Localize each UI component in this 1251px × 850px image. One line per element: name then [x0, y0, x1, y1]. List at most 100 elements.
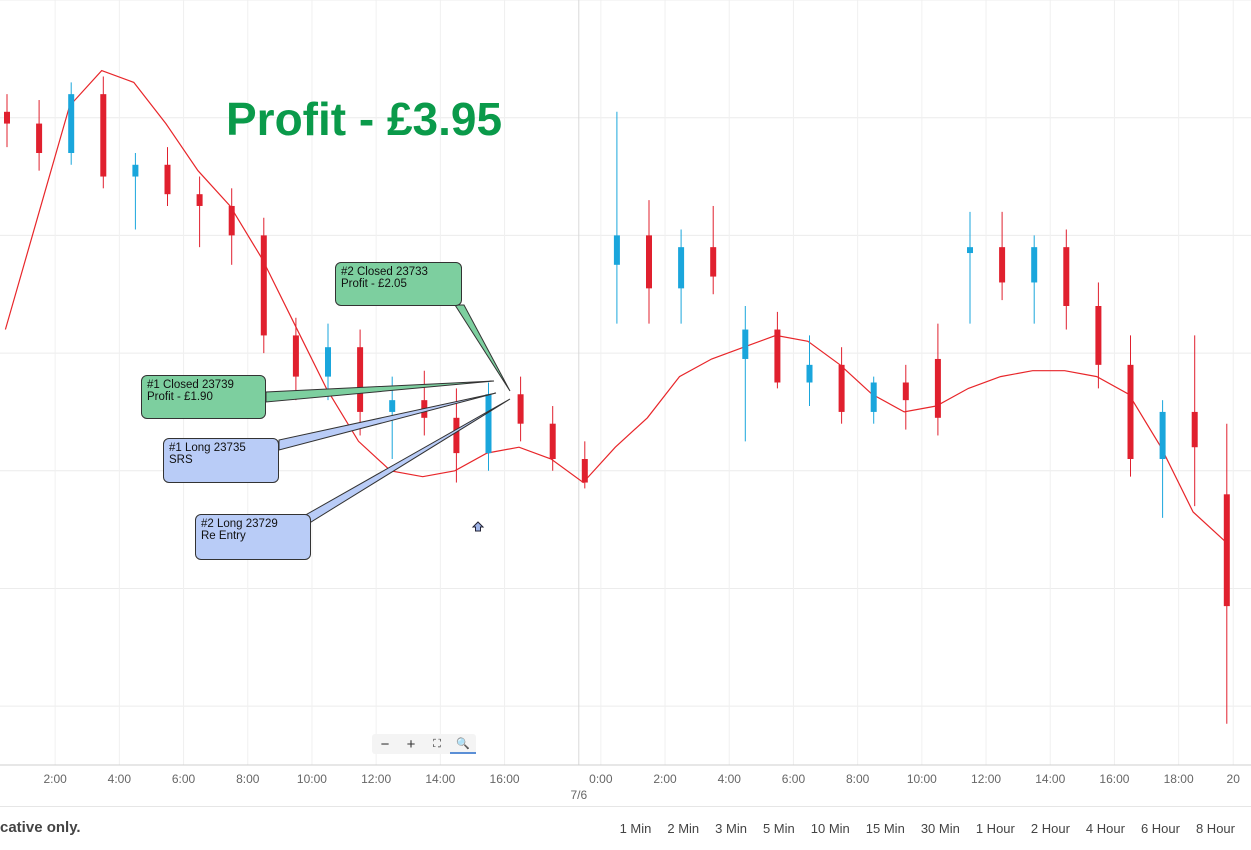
timeframe-1min[interactable]: 1 Min: [619, 821, 652, 836]
candle: [646, 200, 652, 324]
callout-closed-2[interactable]: #2 Closed 23733 Profit - £2.05: [335, 262, 462, 306]
candle-body-up: [742, 329, 749, 359]
zoom-in-icon[interactable]: +: [406, 735, 416, 753]
timeframe-2hour[interactable]: 2 Hour: [1030, 821, 1070, 836]
callout-long-1[interactable]: #1 Long 23735 SRS: [163, 438, 279, 483]
candle-body-up: [68, 94, 75, 153]
candle: [164, 147, 171, 206]
candle-body-down: [549, 423, 556, 459]
callout-pointers: [265, 304, 511, 523]
candle: [132, 153, 139, 230]
candle: [453, 388, 460, 483]
x-tick-label: 8:00: [236, 772, 260, 786]
timeframe-8hour[interactable]: 8 Hour: [1195, 821, 1235, 836]
x-tick-label: 18:00: [1164, 772, 1194, 786]
date-marker-label: 7/6: [570, 788, 587, 802]
candle: [999, 211, 1006, 301]
candle-body-up: [389, 400, 396, 412]
x-tick-label: 4:00: [108, 772, 132, 786]
candles-layer: [4, 76, 1230, 724]
candle-body-down: [292, 335, 299, 377]
candle: [838, 347, 845, 424]
candle-body-down: [164, 164, 171, 195]
candle: [581, 441, 588, 489]
x-tick-label: 6:00: [172, 772, 196, 786]
x-tick-label: 2:00: [653, 772, 677, 786]
callout-long-1-line1: #1 Long 23735: [169, 442, 246, 454]
candle-body-down: [36, 123, 43, 153]
candle: [934, 323, 941, 436]
profit-title: Profit - £3.95: [226, 93, 503, 145]
candle-body-down: [228, 205, 235, 236]
callout-long-1-line2: SRS: [169, 454, 193, 466]
timeframe-6hour[interactable]: 6 Hour: [1140, 821, 1180, 836]
candle: [1127, 335, 1134, 477]
footer-bar: cative only. 1 Min 2 Min 3 Min 5 Min 10 …: [0, 806, 1251, 850]
x-tick-label: 20: [1227, 772, 1241, 786]
candle-body-down: [1063, 247, 1070, 306]
timeframe-3min[interactable]: 3 Min: [715, 821, 747, 836]
candle: [774, 311, 781, 389]
candle-body-down: [710, 247, 717, 277]
candle-body-down: [646, 235, 652, 289]
candle: [100, 76, 107, 189]
x-tick-label: 16:00: [490, 772, 520, 786]
candle: [196, 176, 203, 248]
candle: [36, 100, 43, 171]
candle-body-up: [806, 364, 813, 383]
candle: [421, 370, 428, 436]
candle-body-down: [1191, 411, 1198, 448]
candle-body-down: [774, 329, 781, 383]
x-axis: 2:00 4:00 6:00 8:00 10:00 12:00 14:00 16:00 0:00…: [0, 764, 1251, 802]
candle-body-down: [357, 347, 364, 412]
x-tick-label: 12:00: [361, 772, 391, 786]
x-tick-label: 12:00: [971, 772, 1001, 786]
candle-body-up: [613, 235, 620, 265]
callout-long-2-line2: Re Entry: [201, 530, 246, 542]
zoom-reset-icon[interactable]: 🔍: [450, 734, 476, 754]
timeframe-1hour[interactable]: 1 Hour: [975, 821, 1015, 836]
candle: [549, 406, 556, 471]
timeframe-30min[interactable]: 30 Min: [920, 821, 960, 836]
candle: [967, 211, 973, 324]
disclaimer-text: cative only.: [0, 819, 81, 836]
candle-body-down: [453, 417, 460, 454]
x-tick-label: 10:00: [907, 772, 937, 786]
candle-body-down: [4, 111, 10, 124]
candle: [1063, 229, 1070, 330]
candle: [1223, 423, 1230, 724]
candle-body-down: [934, 358, 941, 418]
candle: [870, 376, 877, 424]
price-chart[interactable]: 2:00 4:00 6:00 8:00 10:00 12:00 14:00 16:00 0:00…: [0, 0, 1251, 806]
callout-closed-1-line1: #1 Closed 23739: [147, 379, 234, 391]
timeframe-5min[interactable]: 5 Min: [762, 821, 795, 836]
candle: [4, 94, 10, 148]
candle-body-down: [999, 247, 1006, 283]
candle-body-up: [678, 247, 685, 289]
candle-body-down: [1223, 494, 1230, 607]
callout-closed-1[interactable]: #1 Closed 23739 Profit - £1.90: [141, 375, 266, 419]
candle-body-down: [838, 364, 845, 412]
candle-body-down: [1095, 306, 1102, 365]
x-tick-label: 8:00: [846, 772, 870, 786]
timeframe-10min[interactable]: 10 Min: [810, 821, 850, 836]
candle: [485, 382, 492, 471]
callout-closed-2-line2: Profit - £2.05: [341, 278, 407, 290]
x-tick-label: 2:00: [43, 772, 67, 786]
candle-body-down: [902, 382, 909, 401]
candle-body-down: [260, 235, 267, 336]
callout-long-2[interactable]: #2 Long 23729 Re Entry: [195, 514, 311, 560]
zoom-out-icon[interactable]: −: [380, 735, 390, 753]
fit-screen-icon[interactable]: ⛶: [433, 737, 441, 750]
pointer-long-1: [278, 392, 497, 451]
x-tick-label: 14:00: [425, 772, 455, 786]
x-tick-label: 4:00: [718, 772, 742, 786]
timeframe-4hour[interactable]: 4 Hour: [1085, 821, 1125, 836]
x-tick-label: 16:00: [1099, 772, 1129, 786]
timeframe-2min[interactable]: 2 Min: [667, 821, 700, 836]
candle-body-up: [485, 394, 492, 454]
timeframe-15min[interactable]: 15 Min: [865, 821, 905, 836]
candle-body-up: [1159, 411, 1166, 459]
candle: [1159, 400, 1166, 518]
candle-body-up: [870, 382, 877, 412]
